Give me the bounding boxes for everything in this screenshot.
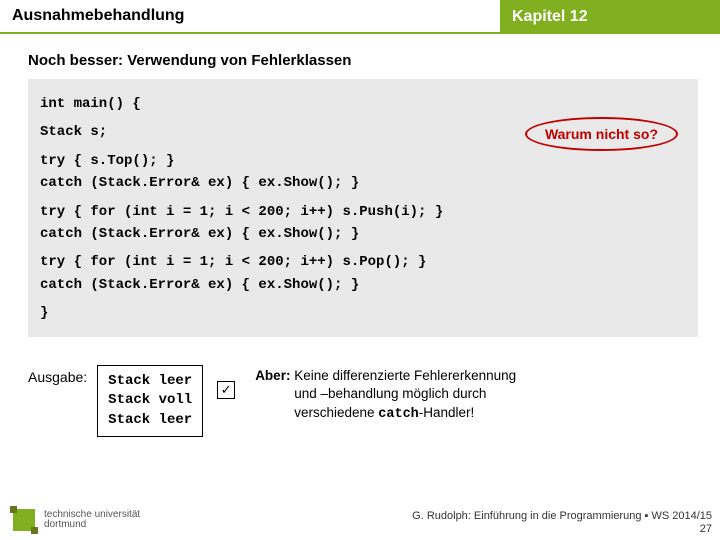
header-chapter: Kapitel 12 [500, 0, 720, 34]
aber-text: und –behandlung möglich durch [294, 386, 486, 401]
subheading: Noch besser: Verwendung von Fehlerklasse… [28, 52, 720, 69]
code-line: try { for (int i = 1; i < 200; i++) s.Po… [40, 251, 686, 273]
output-box: Stack leer Stack voll Stack leer [97, 365, 203, 438]
aber-text: verschiedene [294, 405, 378, 420]
aber-text: Keine differenzierte Fehlererkennung [294, 368, 516, 383]
code-line: try { s.Top(); } [40, 150, 686, 172]
code-line: catch (Stack.Error& ex) { ex.Show(); } [40, 274, 686, 296]
output-line: Stack leer [108, 372, 192, 392]
output-line: Stack voll [108, 391, 192, 411]
logo-text: technische universität dortmund [44, 510, 140, 531]
slide-footer: G. Rudolph: Einführung in die Programmie… [412, 510, 712, 536]
aber-label: Aber: [255, 368, 290, 383]
code-line: try { for (int i = 1; i < 200; i++) s.Pu… [40, 201, 686, 223]
output-row: Ausgabe: Stack leer Stack voll Stack lee… [28, 365, 720, 438]
university-logo: technische universität dortmund [10, 506, 140, 534]
code-block: int main() { Stack s; try { s.Top(); } c… [28, 79, 698, 337]
header-title-left: Ausnahmebehandlung [0, 0, 500, 34]
code-line: } [40, 302, 686, 324]
checkmark-box: ✓ [217, 381, 235, 399]
footer-line: G. Rudolph: Einführung in die Programmie… [412, 510, 712, 523]
tu-logo-icon [10, 506, 38, 534]
code-line: catch (Stack.Error& ex) { ex.Show(); } [40, 172, 686, 194]
page-number: 27 [412, 523, 712, 536]
code-line: int main() { [40, 93, 686, 115]
output-label: Ausgabe: [28, 369, 87, 385]
aber-text: -Handler! [419, 405, 475, 420]
slide-header: Ausnahmebehandlung Kapitel 12 [0, 0, 720, 34]
output-line: Stack leer [108, 411, 192, 431]
aber-mono: catch [378, 407, 419, 422]
code-line: catch (Stack.Error& ex) { ex.Show(); } [40, 223, 686, 245]
aber-note: Aber: Keine differenzierte Fehlererkennu… [255, 367, 516, 426]
